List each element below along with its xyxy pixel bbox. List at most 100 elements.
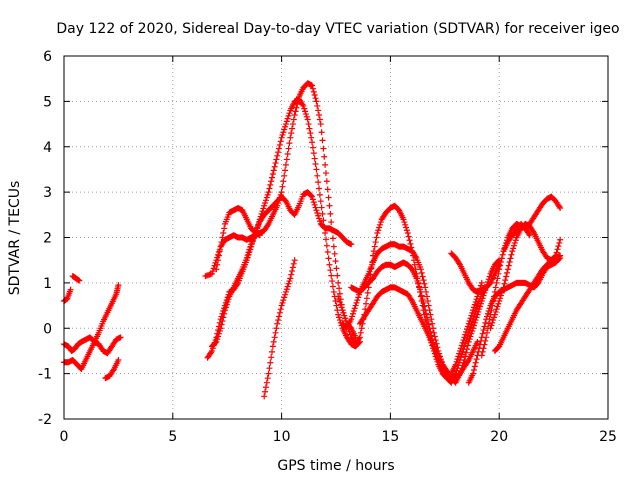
data-point — [316, 185, 323, 192]
data-point — [211, 262, 218, 269]
data-point — [493, 306, 500, 313]
data-point — [274, 320, 281, 327]
data-point — [340, 309, 347, 316]
data-point — [309, 144, 316, 151]
data-point — [507, 255, 514, 262]
data-point — [509, 248, 516, 255]
data-point — [347, 331, 354, 338]
data-point — [263, 379, 270, 386]
data-point — [269, 343, 276, 350]
data-point — [285, 145, 292, 152]
data-point — [288, 130, 295, 137]
y-tick-label: 2 — [43, 231, 52, 247]
y-tick-label: 4 — [43, 140, 52, 156]
data-point — [457, 357, 464, 364]
y-tick-label: 6 — [43, 49, 52, 65]
data-point — [501, 280, 508, 287]
data-point — [225, 296, 232, 303]
data-point — [220, 229, 227, 236]
data-point — [322, 236, 329, 243]
data-point — [210, 265, 217, 272]
data-point — [526, 232, 533, 239]
data-point — [302, 111, 309, 118]
data-point — [530, 228, 537, 235]
x-tick-label: 5 — [168, 429, 177, 445]
data-point — [461, 334, 468, 341]
data-point — [322, 170, 329, 177]
data-point — [327, 267, 334, 274]
data-points — [61, 80, 564, 400]
data-point — [473, 314, 480, 321]
data-point — [418, 292, 425, 299]
data-point — [485, 308, 492, 315]
data-point — [315, 212, 322, 219]
data-point — [275, 149, 282, 156]
data-point — [352, 302, 359, 309]
data-point — [337, 301, 344, 308]
data-point — [470, 366, 477, 373]
data-point — [269, 348, 276, 355]
data-point — [312, 160, 319, 167]
data-point — [334, 307, 341, 314]
data-point — [471, 310, 478, 317]
data-point — [430, 329, 437, 336]
data-point — [262, 197, 269, 204]
data-point — [474, 311, 481, 318]
data-point — [278, 302, 285, 309]
data-point — [244, 252, 251, 259]
data-point — [479, 330, 486, 337]
data-point — [351, 305, 358, 312]
data-point — [478, 352, 485, 359]
data-point — [463, 337, 470, 344]
data-point — [468, 312, 475, 319]
data-point — [325, 255, 332, 262]
data-point — [312, 95, 319, 102]
data-point — [316, 218, 323, 225]
data-point — [458, 351, 465, 358]
data-point — [280, 129, 287, 136]
data-point — [472, 359, 479, 366]
data-point — [363, 295, 370, 302]
data-point — [309, 193, 316, 200]
data-point — [371, 243, 378, 250]
data-point — [208, 270, 215, 277]
data-point — [268, 354, 275, 361]
axis-ticks — [63, 55, 609, 420]
data-point — [401, 219, 408, 226]
data-point — [493, 279, 500, 286]
data-point — [300, 102, 307, 109]
data-point — [490, 314, 497, 321]
data-point — [306, 125, 313, 132]
data-point — [467, 324, 474, 331]
data-point — [287, 275, 294, 282]
data-point — [456, 359, 463, 366]
data-point — [222, 307, 229, 314]
data-point — [305, 121, 312, 128]
data-point — [483, 334, 490, 341]
data-point — [293, 104, 300, 111]
data-point — [473, 305, 480, 312]
data-point — [329, 283, 336, 290]
data-point — [221, 225, 228, 232]
data-point — [310, 199, 317, 206]
data-point — [316, 111, 323, 118]
data-point — [326, 202, 333, 209]
data-point — [494, 303, 501, 310]
data-point — [497, 295, 504, 302]
data-point — [272, 160, 279, 167]
data-point — [356, 334, 363, 341]
data-point — [219, 234, 226, 241]
data-point — [269, 170, 276, 177]
data-point — [452, 361, 459, 368]
data-point — [403, 227, 410, 234]
data-point — [355, 294, 362, 301]
data-point — [496, 266, 503, 273]
data-point — [278, 134, 285, 141]
data-point — [271, 163, 278, 170]
data-point — [316, 215, 323, 222]
data-point — [246, 246, 253, 253]
data-point — [465, 338, 472, 345]
data-point — [311, 155, 318, 162]
data-point — [312, 204, 319, 211]
data-point — [247, 244, 254, 251]
